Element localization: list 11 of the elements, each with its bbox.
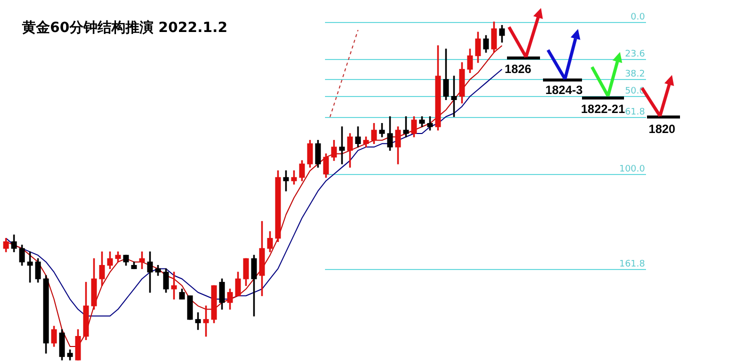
- text: 61.8: [624, 107, 646, 118]
- text: 0.0: [630, 12, 646, 22]
- text: 161.8: [619, 259, 646, 270]
- text: 1822-21: [580, 102, 626, 116]
- annotation: 1826: [504, 62, 532, 76]
- chart-title: 黄金60分钟结构推演 2022.1.2: [22, 19, 228, 37]
- text: 1820: [648, 122, 676, 136]
- text: 38.2: [624, 69, 645, 80]
- text: 100.0: [619, 164, 646, 174]
- text: 1824-3: [545, 83, 584, 97]
- text: 23.6: [624, 49, 646, 60]
